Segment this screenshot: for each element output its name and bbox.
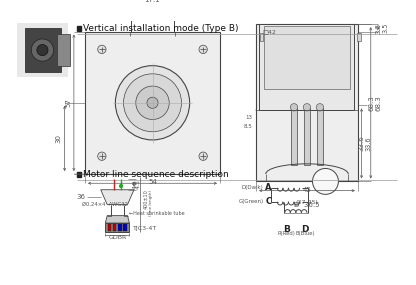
Text: B: B [283, 225, 290, 234]
Bar [357, 33, 361, 41]
Circle shape [115, 66, 190, 140]
Text: D: D [301, 225, 309, 234]
Text: A: A [265, 183, 272, 192]
Text: Vertical installation mode (Type B): Vertical installation mode (Type B) [83, 24, 239, 33]
Text: 57: 57 [65, 98, 71, 107]
Bar [77, 172, 81, 177]
Bar [25, 28, 61, 72]
Bar [260, 24, 354, 110]
Circle shape [312, 168, 338, 194]
Text: 54: 54 [148, 179, 157, 185]
Text: ←Heat shrinkable tube: ←Heat shrinkable tube [129, 211, 185, 216]
Text: 8.5: 8.5 [244, 124, 253, 129]
Bar [113, 224, 116, 231]
Text: 17.1: 17.1 [145, 0, 161, 3]
Polygon shape [101, 190, 134, 205]
Text: Ø  36.5: Ø 36.5 [294, 202, 320, 208]
Text: TJC3-4T: TJC3-4T [133, 226, 157, 231]
Text: (37-45): (37-45) [295, 200, 318, 205]
Bar [264, 26, 350, 89]
Bar [17, 23, 68, 77]
Text: Motor line sequence description: Motor line sequence description [83, 170, 229, 179]
Circle shape [120, 185, 122, 188]
Text: 3.5: 3.5 [383, 23, 389, 33]
Text: C: C [265, 197, 272, 206]
Text: 36: 36 [77, 194, 86, 200]
Text: G(Green): G(Green) [238, 199, 263, 204]
Bar [118, 224, 121, 231]
Text: 4.5: 4.5 [133, 179, 138, 189]
Text: GDBR: GDBR [108, 235, 126, 240]
Circle shape [31, 39, 54, 61]
Bar [77, 26, 81, 31]
Bar [105, 223, 129, 232]
Text: 3.5: 3.5 [376, 23, 382, 34]
Text: D(Dark): D(Dark) [242, 185, 263, 190]
Circle shape [136, 86, 169, 119]
Bar [85, 32, 220, 174]
Bar [57, 34, 70, 66]
Bar [260, 33, 263, 41]
Text: R(Red): R(Red) [278, 231, 295, 236]
Circle shape [147, 97, 158, 108]
Circle shape [290, 104, 298, 111]
Text: 13: 13 [245, 115, 253, 120]
Circle shape [98, 152, 106, 160]
Circle shape [98, 45, 106, 54]
Text: 68.3: 68.3 [375, 95, 381, 111]
Text: B(Blue): B(Blue) [295, 231, 315, 236]
Bar [123, 224, 126, 231]
Circle shape [124, 74, 181, 132]
Circle shape [303, 104, 311, 111]
Text: 68.3: 68.3 [369, 95, 374, 111]
Bar [317, 108, 323, 165]
Text: Ø0.24×4  AWG32: Ø0.24×4 AWG32 [82, 202, 128, 207]
Text: 400±10: 400±10 [143, 190, 148, 209]
Bar [291, 108, 297, 165]
Circle shape [199, 45, 207, 54]
Text: 45: 45 [302, 186, 311, 192]
Circle shape [199, 152, 207, 160]
Text: (Line length): (Line length) [149, 190, 153, 216]
Text: 4.5: 4.5 [136, 179, 141, 189]
Text: 30: 30 [56, 134, 62, 143]
Bar [108, 224, 111, 231]
Circle shape [316, 104, 324, 111]
Circle shape [37, 44, 48, 56]
Bar [256, 24, 358, 182]
Text: 33.6: 33.6 [358, 136, 364, 151]
Polygon shape [105, 216, 129, 223]
Bar [304, 108, 310, 165]
Text: 33.6: 33.6 [365, 136, 371, 151]
Text: □42: □42 [262, 29, 276, 34]
